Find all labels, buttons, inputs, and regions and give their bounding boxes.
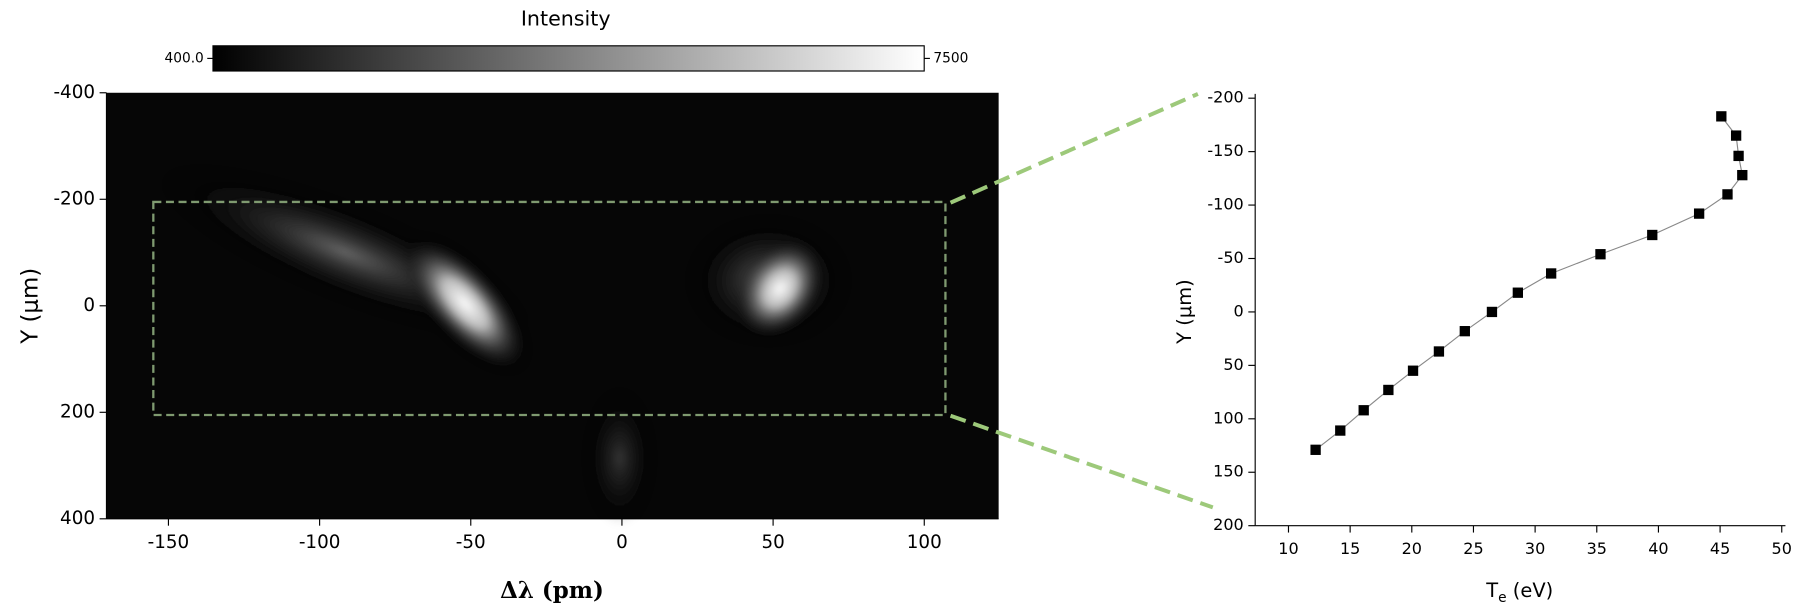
y-tick-label: -200	[53, 188, 95, 209]
colorbar-tick-label: 7500	[933, 50, 968, 66]
data-point	[1383, 384, 1394, 396]
colorbar-title: Intensity	[521, 6, 611, 30]
data-point	[1433, 346, 1445, 357]
y-tick-label: -50	[1218, 248, 1244, 267]
x-tick-label: 15	[1340, 539, 1360, 558]
y-tick-label: 50	[1223, 355, 1243, 374]
x-tick-label: -50	[456, 532, 486, 553]
y-tick-label: 100	[1213, 408, 1244, 427]
data-point	[1733, 150, 1744, 162]
y-tick-label: -400	[53, 82, 95, 103]
data-point	[1358, 405, 1369, 416]
data-point	[1722, 189, 1733, 200]
x-tick-label: 45	[1710, 539, 1730, 558]
x-tick-label: 40	[1648, 539, 1668, 558]
x-label-sub: e	[1498, 590, 1506, 606]
x-axis-label: Δλ (pm)	[500, 577, 604, 604]
data-point	[1693, 208, 1705, 219]
y-tick-label: 0	[1234, 301, 1244, 320]
x-tick-label: 30	[1525, 539, 1545, 558]
data-point	[1716, 111, 1727, 122]
data-point	[1459, 326, 1470, 337]
data-point	[1545, 268, 1557, 279]
x-tick-label: 0	[616, 532, 628, 553]
y-tick-label: 200	[60, 401, 95, 422]
y-axis-label: Y (μm)	[1173, 279, 1196, 345]
x-tick-label: 25	[1463, 539, 1483, 558]
y-tick-label: -100	[1207, 195, 1243, 214]
y-tick-label: -150	[1207, 141, 1243, 160]
data-point	[1737, 169, 1748, 181]
data-point	[1730, 130, 1742, 141]
x-tick-label: 35	[1587, 539, 1607, 558]
x-label-main: T	[1485, 578, 1498, 601]
data-point	[1647, 229, 1658, 241]
colorbar-tick-label: 400.0	[164, 50, 203, 66]
zoom-connector	[949, 413, 1214, 510]
series-line	[1315, 116, 1743, 451]
data-point	[1486, 306, 1498, 318]
x-label-rest: (eV)	[1507, 578, 1554, 601]
x-axis-label: Te (eV)	[1485, 578, 1553, 605]
y-tick-label: 0	[83, 295, 95, 316]
data-point	[1335, 425, 1346, 436]
y-tick-label: 400	[60, 508, 95, 529]
region-of-interest	[152, 200, 947, 417]
image-intensity	[163, 167, 849, 527]
y-axis-label: Y (μm)	[17, 268, 43, 345]
y-tick-label: 150	[1213, 462, 1244, 481]
image-background	[106, 92, 999, 519]
data-point	[1512, 287, 1524, 298]
y-tick-label: -200	[1207, 88, 1243, 107]
y-tick-label: 200	[1213, 515, 1244, 534]
x-tick-label: 50	[761, 532, 784, 553]
x-tick-label: 50	[1772, 539, 1792, 558]
data-point	[1310, 444, 1321, 455]
zoom-connector	[949, 92, 1199, 205]
x-tick-label: -100	[299, 532, 341, 553]
x-tick-label: 10	[1278, 539, 1298, 558]
x-tick-label: 20	[1402, 539, 1422, 558]
colorbar	[212, 45, 925, 72]
data-point	[1407, 365, 1419, 376]
data-point	[1595, 249, 1606, 260]
x-tick-label: -150	[148, 532, 190, 553]
x-tick-label: 100	[907, 532, 942, 553]
